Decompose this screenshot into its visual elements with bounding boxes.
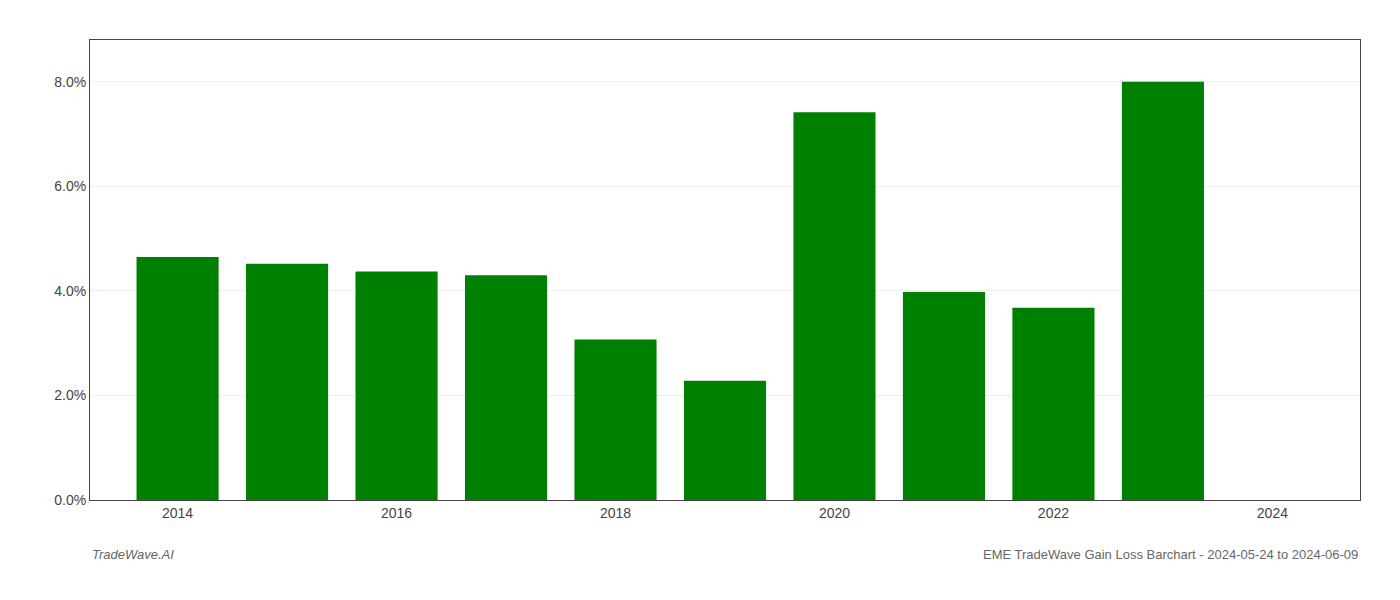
svg-text:EME TradeWave Gain Loss Barcha: EME TradeWave Gain Loss Barchart - 2024-… [983, 547, 1358, 562]
svg-text:2020: 2020 [819, 505, 850, 521]
svg-text:8.0%: 8.0% [54, 74, 86, 90]
svg-text:2018: 2018 [600, 505, 631, 521]
svg-text:2016: 2016 [381, 505, 412, 521]
svg-text:TradeWave.AI: TradeWave.AI [92, 547, 174, 562]
svg-text:6.0%: 6.0% [54, 178, 86, 194]
svg-text:2022: 2022 [1038, 505, 1069, 521]
svg-text:2014: 2014 [162, 505, 193, 521]
svg-text:4.0%: 4.0% [54, 283, 86, 299]
svg-text:2024: 2024 [1257, 505, 1288, 521]
svg-text:0.0%: 0.0% [54, 492, 86, 508]
svg-text:2.0%: 2.0% [54, 387, 86, 403]
